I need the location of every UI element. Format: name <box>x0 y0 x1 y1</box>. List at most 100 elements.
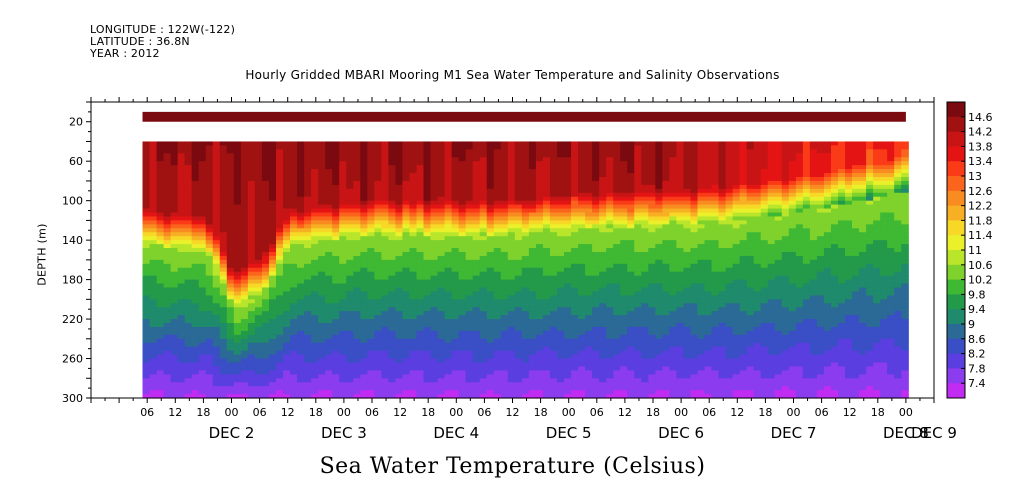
heatmap-cell <box>233 326 242 332</box>
heatmap-cell <box>290 196 298 202</box>
heatmap-cell <box>353 382 361 387</box>
heatmap-cell <box>374 228 382 233</box>
heatmap-cell <box>627 362 635 368</box>
heatmap-cell <box>620 303 628 308</box>
heatmap-cell <box>212 362 221 368</box>
heatmap-cell <box>486 184 495 190</box>
heatmap-cell <box>142 149 151 154</box>
heatmap-cell <box>592 188 600 194</box>
heatmap-cell <box>571 173 579 178</box>
heatmap-cell <box>606 263 614 269</box>
heatmap-cell <box>514 192 523 198</box>
heatmap-cell <box>233 149 242 154</box>
heatmap-cell <box>507 165 516 170</box>
heatmap-cell <box>205 311 214 316</box>
heatmap-cell <box>571 338 579 344</box>
heatmap-cell <box>191 323 200 328</box>
heatmap-cell <box>170 228 179 233</box>
heatmap-cell <box>374 330 382 336</box>
heatmap-cell <box>648 323 656 328</box>
heatmap-cell <box>177 279 186 285</box>
heatmap-cell <box>353 224 361 229</box>
heatmap-cell <box>163 370 172 375</box>
heatmap-cell <box>402 394 411 399</box>
heatmap-cell <box>304 382 312 387</box>
heatmap-cell <box>304 244 312 249</box>
heatmap-cell <box>458 161 467 166</box>
heatmap-cell <box>542 153 551 158</box>
heatmap-cell <box>606 240 614 245</box>
heatmap-cell <box>465 267 474 273</box>
heatmap-cell <box>437 323 446 328</box>
heatmap-cell <box>641 236 649 241</box>
heatmap-cell <box>458 176 467 182</box>
heatmap-cell <box>304 184 312 190</box>
heatmap-cell <box>507 279 516 285</box>
heatmap-cell <box>233 220 242 225</box>
heatmap-cell <box>409 188 418 194</box>
heatmap-cell <box>149 153 158 158</box>
heatmap-cell <box>669 271 678 277</box>
heatmap-cell <box>290 323 298 328</box>
heatmap-cell <box>247 244 256 249</box>
heatmap-cell <box>458 271 467 277</box>
heatmap-cell <box>233 263 242 269</box>
heatmap-cell <box>556 228 565 233</box>
heatmap-cell <box>374 283 382 289</box>
heatmap-cell <box>318 141 326 147</box>
heatmap-cell <box>458 334 467 340</box>
heatmap-cell <box>205 255 214 261</box>
heatmap-cell <box>472 350 481 356</box>
heatmap-cell <box>367 153 375 158</box>
heatmap-cell <box>458 251 467 257</box>
heatmap-cell <box>620 180 628 186</box>
heatmap-cell <box>339 299 347 304</box>
heatmap-cell <box>676 153 685 158</box>
heatmap-cell <box>423 330 432 336</box>
heatmap-cell <box>198 350 207 356</box>
heatmap-cell <box>254 176 263 182</box>
heatmap-cell <box>585 271 593 277</box>
heatmap-cell <box>142 173 151 178</box>
heatmap-cell <box>585 291 593 296</box>
heatmap-cell <box>367 299 375 304</box>
heatmap-cell <box>472 342 481 348</box>
heatmap-cell <box>507 354 516 360</box>
heatmap-cell <box>184 390 193 395</box>
heatmap-cell <box>275 161 284 166</box>
heatmap-cell <box>240 255 249 261</box>
heatmap-cell <box>156 287 165 293</box>
heatmap-cell <box>472 232 481 237</box>
heatmap-cell <box>163 232 172 237</box>
heatmap-cell <box>507 173 516 178</box>
heatmap-cell <box>318 362 326 368</box>
heatmap-cell <box>662 287 670 293</box>
heatmap-cell <box>620 149 628 154</box>
heatmap-cell <box>627 176 635 182</box>
heatmap-cell <box>318 291 326 296</box>
heatmap-cell <box>409 287 418 293</box>
heatmap-cell <box>500 303 509 308</box>
heatmap-cell <box>662 390 670 395</box>
heatmap-cell <box>613 248 621 253</box>
heatmap-cell <box>240 366 249 371</box>
heatmap-cell <box>507 291 516 296</box>
heatmap-cell <box>599 271 607 277</box>
heatmap-cell <box>388 149 397 154</box>
heatmap-cell <box>521 295 530 300</box>
heatmap-cell <box>163 255 172 261</box>
heatmap-cell <box>254 259 263 265</box>
heatmap-cell <box>240 358 249 364</box>
heatmap-cell <box>437 279 446 285</box>
heatmap-cell <box>254 382 263 387</box>
heatmap-cell <box>374 149 382 154</box>
heatmap-cell <box>346 263 354 269</box>
heatmap-cell <box>500 248 509 253</box>
heatmap-cell <box>444 251 453 257</box>
heatmap-cell <box>500 326 509 332</box>
heatmap-cell <box>177 342 186 348</box>
heatmap-cell <box>304 228 312 233</box>
heatmap-cell <box>297 208 305 214</box>
heatmap-cell <box>599 338 607 344</box>
heatmap-cell <box>163 323 172 328</box>
